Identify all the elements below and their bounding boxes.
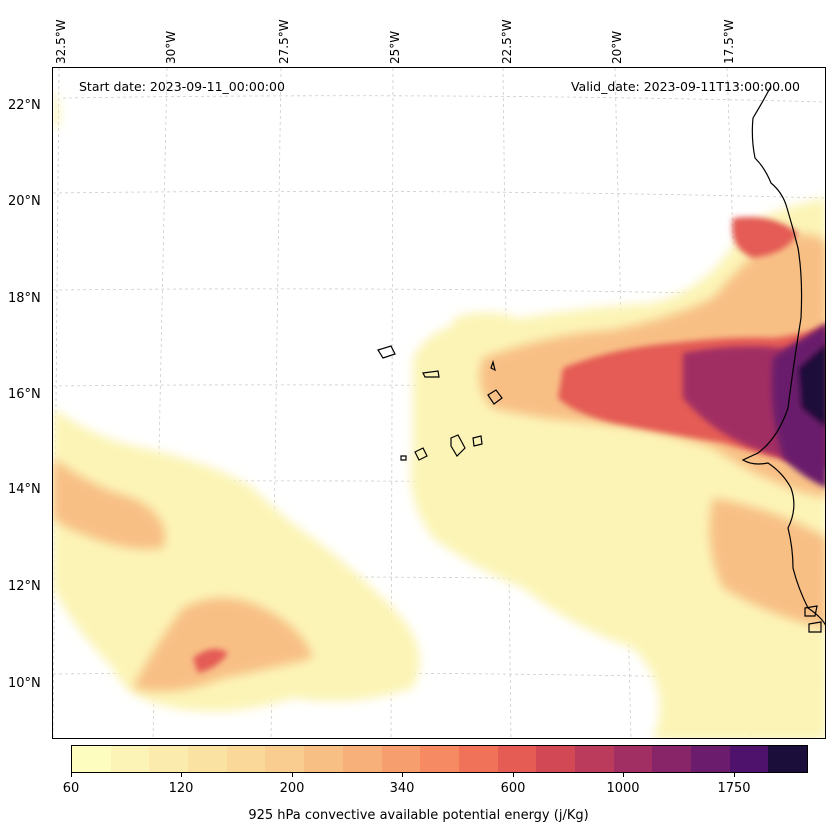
lon-label-32-5w: 32.5°W: [54, 19, 68, 64]
colorbar-swatch: [574, 746, 614, 772]
colorbar-swatch: [304, 746, 343, 772]
colorbar-swatch: [110, 746, 150, 772]
colorbar-swatch: [188, 746, 227, 772]
lat-label-12n: 12°N: [8, 579, 41, 594]
colorbar-swatch: [729, 746, 769, 772]
colorbar-label: 925 hPa convective available potential e…: [248, 808, 589, 823]
colorbar-swatch: [497, 746, 537, 772]
lon-label-30w: 30°W: [164, 30, 178, 64]
colorbar-swatch: [72, 746, 111, 772]
start-date-label: Start date: 2023-09-11_00:00:00: [79, 79, 285, 94]
colorbar-tickmark-600: [513, 773, 514, 777]
colorbar-tickmark-1750: [734, 773, 735, 777]
lat-label-16n: 16°N: [8, 387, 41, 402]
lon-label-22-5w: 22.5°W: [500, 19, 514, 64]
lon-label-25w: 25°W: [388, 30, 402, 64]
colorbar: [71, 745, 808, 773]
colorbar-swatch: [768, 746, 808, 772]
cape-field: [53, 88, 825, 738]
colorbar-tick-1750: 1750: [717, 781, 751, 796]
colorbar-swatch: [536, 746, 575, 772]
lat-label-18n: 18°N: [8, 291, 41, 306]
colorbar-tickmark-200: [292, 773, 293, 777]
colorbar-tick-600: 600: [500, 781, 526, 796]
colorbar-swatch: [226, 746, 266, 772]
lon-label-20w: 20°W: [610, 30, 624, 64]
map-panel: Start date: 2023-09-11_00:00:00 Valid_da…: [52, 67, 826, 739]
colorbar-tick-340: 340: [389, 781, 415, 796]
colorbar-swatch: [420, 746, 459, 772]
coastlines: [377, 85, 825, 633]
colorbar-swatch: [458, 746, 498, 772]
colorbar-swatch: [652, 746, 691, 772]
colorbar-tickmark-60: [71, 773, 72, 777]
colorbar-tick-60: 60: [62, 781, 80, 796]
lon-label-27-5w: 27.5°W: [277, 19, 291, 64]
lat-label-20n: 20°N: [8, 194, 41, 209]
colorbar-swatch: [613, 746, 653, 772]
colorbar-tickmark-340: [402, 773, 403, 777]
colorbar-tick-200: 200: [279, 781, 305, 796]
lon-label-17-5w: 17.5°W: [722, 19, 736, 64]
valid-date-label: Valid_date: 2023-09-11T13:00:00.00: [570, 79, 800, 94]
colorbar-swatch: [342, 746, 382, 772]
colorbar-tick-1000: 1000: [606, 781, 640, 796]
colorbar-tick-120: 120: [168, 781, 194, 796]
lat-label-10n: 10°N: [8, 676, 41, 691]
colorbar-swatch: [381, 746, 421, 772]
lat-label-22n: 22°N: [8, 98, 41, 113]
cape-map: [53, 68, 825, 738]
colorbar-tickmark-120: [181, 773, 182, 777]
colorbar-swatch: [149, 746, 189, 772]
colorbar-swatch: [265, 746, 305, 772]
colorbar-swatch: [691, 746, 730, 772]
colorbar-tickmark-1000: [623, 773, 624, 777]
lat-label-14n: 14°N: [8, 482, 41, 497]
